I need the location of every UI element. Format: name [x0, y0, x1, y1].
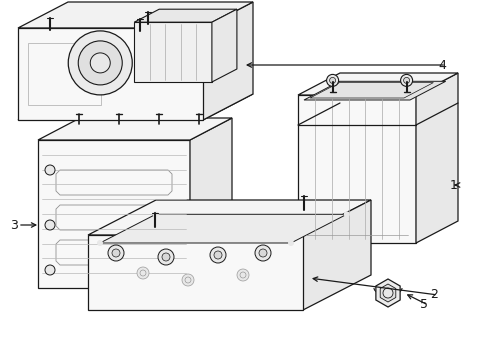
Text: 5: 5	[420, 298, 428, 311]
Text: 3: 3	[10, 219, 18, 231]
Polygon shape	[18, 94, 253, 120]
Polygon shape	[298, 73, 458, 95]
Circle shape	[112, 249, 120, 257]
Circle shape	[401, 75, 413, 86]
Polygon shape	[100, 214, 347, 243]
Circle shape	[97, 240, 103, 246]
Text: 2: 2	[430, 288, 438, 302]
Circle shape	[237, 269, 249, 281]
Circle shape	[153, 211, 159, 217]
Circle shape	[162, 253, 170, 261]
Circle shape	[255, 245, 271, 261]
Circle shape	[214, 251, 222, 259]
Circle shape	[344, 211, 350, 217]
Polygon shape	[38, 140, 190, 288]
Polygon shape	[190, 118, 232, 288]
Polygon shape	[376, 279, 400, 307]
Polygon shape	[203, 2, 253, 120]
Circle shape	[45, 220, 55, 230]
Polygon shape	[18, 28, 203, 120]
Circle shape	[210, 247, 226, 263]
Circle shape	[330, 77, 336, 84]
Polygon shape	[380, 284, 396, 302]
Text: 4: 4	[438, 59, 446, 72]
Circle shape	[327, 75, 339, 86]
Circle shape	[45, 265, 55, 275]
Text: 1: 1	[450, 179, 458, 192]
Circle shape	[383, 288, 393, 298]
Circle shape	[182, 274, 194, 286]
Polygon shape	[88, 200, 371, 235]
Polygon shape	[303, 200, 371, 310]
Circle shape	[68, 31, 132, 95]
Circle shape	[90, 53, 110, 73]
Polygon shape	[304, 81, 446, 100]
Polygon shape	[212, 9, 237, 82]
Circle shape	[45, 165, 55, 175]
Polygon shape	[88, 235, 303, 310]
Polygon shape	[134, 9, 237, 22]
Polygon shape	[298, 95, 416, 243]
Polygon shape	[38, 118, 232, 140]
Circle shape	[108, 245, 124, 261]
Circle shape	[259, 249, 267, 257]
Circle shape	[404, 77, 410, 84]
Circle shape	[78, 41, 122, 85]
Circle shape	[158, 249, 174, 265]
Circle shape	[288, 240, 294, 246]
Polygon shape	[18, 2, 253, 28]
Polygon shape	[416, 73, 458, 243]
Circle shape	[137, 267, 149, 279]
Polygon shape	[134, 22, 212, 82]
